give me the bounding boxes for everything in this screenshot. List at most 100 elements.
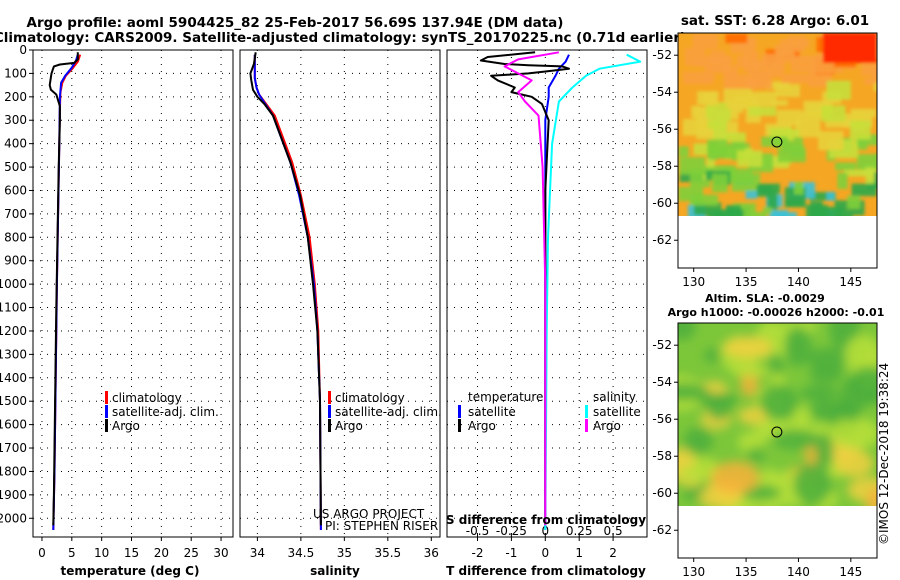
sst-cell (851, 183, 877, 197)
depth-tick-label: 400 (4, 137, 27, 151)
sla-cell (866, 487, 877, 506)
sst-cell (712, 173, 728, 193)
depth-tick-label: 1100 (0, 301, 27, 315)
sst-cell (694, 59, 710, 67)
h-title: Argo h1000: -0.00026 h2000: -0.01 (668, 306, 885, 319)
sla-cell (683, 427, 713, 456)
temperature-frame (32, 49, 234, 538)
sst-cell (816, 36, 826, 53)
sst-map-panel: 130 135 140 145 -52 -54 -56 -58 -60 -62 (652, 32, 878, 289)
sst-map-axes: 130 135 140 145 -52 -54 -56 -58 -60 -62 (652, 48, 862, 289)
x-tick-label: 0 (38, 546, 46, 560)
depth-tick-label: 300 (4, 113, 27, 127)
sst-cell (864, 78, 875, 85)
legend-t-satellite: satellite (468, 405, 516, 419)
salinity-x-ticks: 34 34.5 35 35.5 36 (250, 537, 439, 560)
map-x-tick-label: 140 (787, 565, 810, 579)
sst-cell (682, 119, 712, 136)
depth-tick-label: 1700 (0, 441, 27, 455)
difference-lines (479, 51, 642, 531)
sst-cell (705, 170, 715, 181)
legend-temperature-title: temperature (468, 390, 543, 404)
temperature-xlabel: temperature (deg C) (61, 564, 200, 578)
salinity-legend: climatology satellite-adj. clim. Argo (328, 391, 442, 433)
depth-tick-label: 1500 (0, 394, 27, 408)
map-y-tick-label: -54 (652, 85, 672, 99)
sst-cell (745, 52, 758, 60)
difference-top-label: S difference from climatology (446, 513, 646, 527)
legend-t-argo: Argo (468, 419, 496, 433)
sst-cell (826, 80, 851, 100)
x-tick-label: 35 (337, 546, 352, 560)
difference-frame (446, 49, 648, 538)
x-tick-label: 2 (609, 546, 617, 560)
legend-swatch-s-satellite (585, 405, 588, 418)
sla-heatmap (678, 323, 877, 506)
sst-cell (726, 205, 741, 215)
sst-cell (707, 120, 727, 129)
salinity-frame (239, 49, 441, 538)
salinity-lines (249, 52, 322, 531)
sst-cell (747, 211, 767, 216)
map-y-tick-label: -62 (652, 523, 672, 537)
x-tick-label: -2 (472, 546, 484, 560)
sla-cell (830, 417, 877, 450)
temperature-legend: climatology satellite-adj. clim. Argo (105, 391, 219, 433)
series-s-satellite (544, 53, 642, 531)
map-x-tick-label: 135 (735, 275, 758, 289)
sst-cell (818, 131, 844, 151)
sla-cell (710, 461, 760, 494)
series-argo (48, 52, 79, 526)
sst-hot-patch (823, 33, 877, 63)
sla-cell (815, 432, 834, 469)
sst-cell (708, 142, 719, 160)
sst-cell (856, 154, 877, 170)
sst-cell (875, 153, 877, 162)
x-tick-label: -1 (505, 546, 517, 560)
title-line-2: Climatology: CARS2009. Satellite-adjuste… (0, 30, 686, 46)
sst-cell (874, 35, 877, 52)
sst-cell (826, 191, 835, 201)
sst-cell (850, 108, 877, 118)
legend-swatch-argo (105, 419, 108, 432)
x-tick-label: 30 (213, 546, 228, 560)
sst-cell (692, 33, 718, 49)
x-tick-label: 1 (575, 546, 583, 560)
legend-swatch-satellite (328, 405, 331, 418)
x-tick-label: 0 (541, 546, 549, 560)
sst-cell (678, 146, 689, 157)
sst-cell (753, 60, 767, 70)
x-tick-label: 25 (184, 546, 199, 560)
sst-cell (725, 132, 746, 142)
map-y-tick-label: -60 (652, 196, 672, 210)
depth-tick-label: 1000 (0, 277, 27, 291)
sst-cell (821, 105, 846, 122)
sst-cell (747, 68, 767, 88)
top-tick-label: 0.25 (566, 524, 593, 538)
depth-tick-label: 1300 (0, 347, 27, 361)
temperature-x-ticks: 0 5 10 15 20 25 30 (38, 537, 229, 560)
difference-legend: temperature satellite Argo salinity sate… (458, 390, 641, 433)
sst-cell (844, 169, 866, 177)
legend-s-satellite: satellite (593, 405, 641, 419)
sst-cell (737, 150, 763, 167)
sla-cell (792, 407, 812, 428)
sst-cell (873, 81, 877, 92)
map-y-tick-label: -60 (652, 486, 672, 500)
sst-cell (761, 136, 788, 147)
depth-tick-label: 700 (4, 207, 27, 221)
sla-cell (806, 347, 852, 371)
depth-tick-label: 1600 (0, 418, 27, 432)
sla-cell (754, 422, 772, 441)
sst-cell (800, 111, 828, 120)
sst-cell (727, 101, 749, 110)
legend-climatology: climatology (335, 391, 405, 405)
depth-tick-label: 0 (19, 43, 27, 57)
sst-cell (809, 192, 836, 201)
legend-satellite: satellite-adj. clim. (112, 405, 219, 419)
sst-cell (761, 54, 784, 67)
sla-float-marker (771, 426, 783, 438)
map-x-tick-label: 130 (682, 275, 705, 289)
depth-tick-label: 100 (4, 66, 27, 80)
sla-cell (808, 364, 843, 384)
